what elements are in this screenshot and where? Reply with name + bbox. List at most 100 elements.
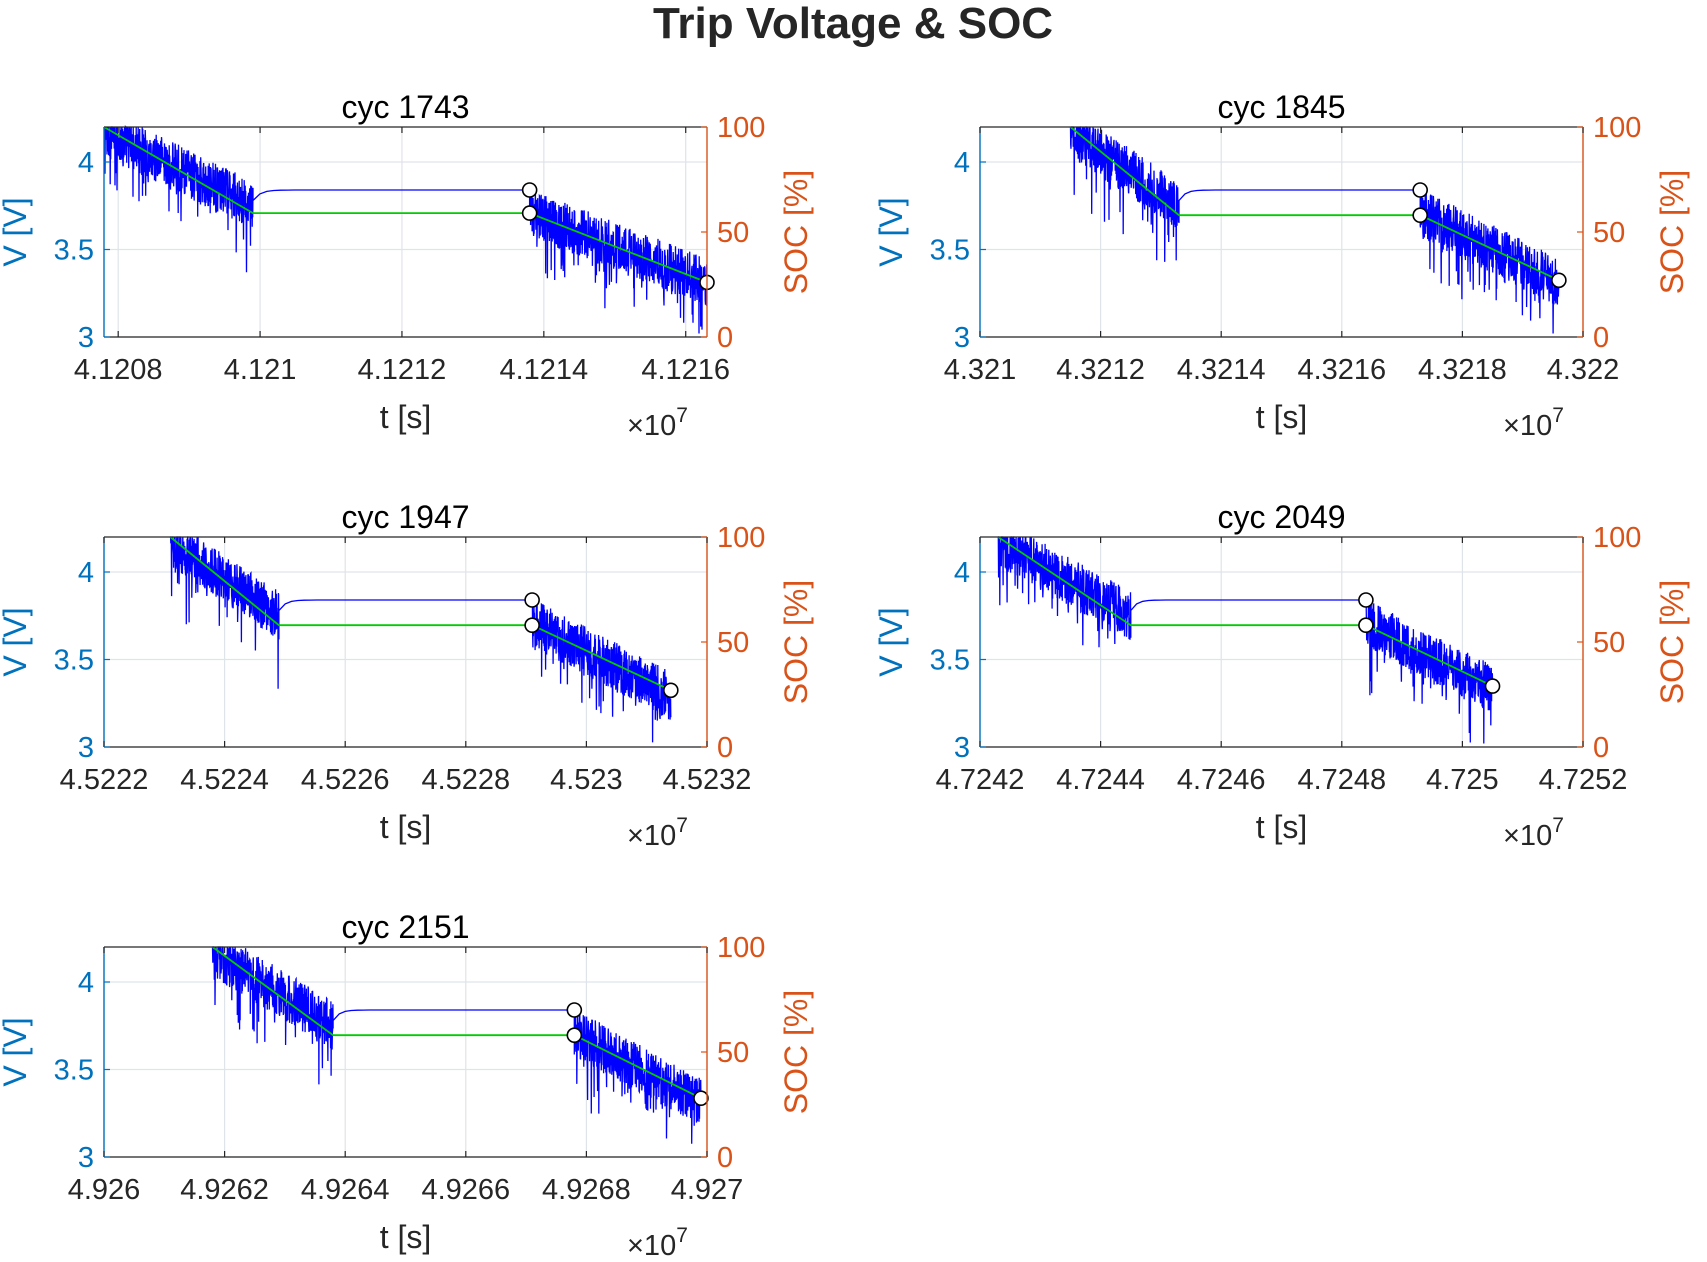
x-tick-label: 4.9266 [421, 1174, 510, 1206]
y-right-axis-label: SOC [%] [778, 170, 814, 294]
y-right-tick-label: 50 [1593, 627, 1625, 659]
y-right-axis-label: SOC [%] [1654, 580, 1690, 704]
y-left-tick-label: 3.5 [930, 645, 970, 677]
subplot-2: 4.321 4.3212 4.3214 4.3216 4.3218 4.322 3 3.5 4 0… [873, 89, 1690, 442]
y-right-axis-label: SOC [%] [1654, 170, 1690, 294]
x-tick-label: 4.926 [68, 1174, 141, 1206]
x-axis-label: t [s] [380, 1219, 432, 1255]
x-tick-label: 4.9268 [542, 1174, 631, 1206]
marker-point [1484, 678, 1501, 694]
y-left-tick-label: 4 [954, 147, 970, 179]
x-tick-label: 4.725 [1426, 764, 1499, 796]
x-tick-label: 4.523 [550, 764, 623, 796]
figure-title: Trip Voltage & SOC [653, 0, 1053, 48]
y-right-axis-label: SOC [%] [778, 580, 814, 704]
x-tick-label: 4.1208 [74, 354, 163, 386]
marker-point [521, 182, 538, 198]
y-left-tick-label: 3 [78, 1142, 94, 1174]
y-right-tick-label: 50 [1593, 217, 1625, 249]
marker-point [524, 617, 540, 634]
x-tick-label: 4.5228 [421, 764, 510, 796]
y-left-tick-label: 3.5 [54, 645, 94, 677]
x-axis-label: t [s] [1256, 809, 1308, 845]
subplot-3: 4.5222 4.5224 4.5226 4.5228 4.523 4.5232 3 3.5 4… [0, 499, 814, 852]
marker-point [1412, 207, 1428, 223]
marker-point [1551, 272, 1567, 289]
marker-point [521, 205, 538, 221]
y-left-axis-label: V [V] [0, 1017, 33, 1086]
soc-series [211, 946, 702, 1100]
x-tick-label: 4.3216 [1297, 354, 1386, 386]
subplot-title: cyc 1947 [341, 499, 469, 535]
x-tick-label: 4.1212 [358, 354, 447, 386]
x-exponent-label: ×107 [627, 1224, 688, 1262]
y-left-tick-label: 3 [954, 322, 970, 354]
y-left-tick-label: 3.5 [54, 1055, 94, 1087]
x-tick-label: 4.927 [671, 1174, 744, 1206]
y-left-tick-label: 4 [78, 147, 94, 179]
subplot-1: 4.1208 4.121 4.1212 4.1214 4.1216 3 3.5 4 0 50 100… [0, 89, 814, 442]
x-tick-label: 4.9264 [301, 1174, 390, 1206]
x-tick-label: 4.5232 [663, 764, 752, 796]
x-tick-label: 4.5226 [301, 764, 390, 796]
y-left-axis-label: V [V] [873, 607, 909, 676]
x-axis-label: t [s] [1256, 399, 1308, 435]
x-tick-label: 4.321 [944, 354, 1017, 386]
y-left-tick-label: 3.5 [930, 235, 970, 267]
soc-series [997, 536, 1493, 687]
x-tick-label: 4.9262 [180, 1174, 269, 1206]
y-right-tick-label: 100 [1593, 112, 1641, 144]
x-tick-label: 4.1216 [641, 354, 730, 386]
x-axis-label: t [s] [380, 809, 432, 845]
y-right-tick-label: 50 [717, 1037, 749, 1069]
y-left-tick-label: 3.5 [54, 235, 94, 267]
x-exponent-label: ×107 [627, 404, 688, 442]
y-right-tick-label: 50 [717, 627, 749, 659]
x-exponent-label: ×107 [627, 814, 688, 852]
soc-series [103, 126, 708, 284]
y-right-tick-label: 100 [717, 932, 765, 964]
marker-point [663, 682, 679, 699]
y-right-tick-label: 0 [717, 322, 733, 354]
y-left-tick-label: 3 [78, 322, 94, 354]
y-left-tick-label: 4 [954, 557, 970, 589]
y-right-tick-label: 0 [1593, 732, 1609, 764]
y-right-tick-label: 0 [717, 1142, 733, 1174]
marker-point [524, 592, 540, 608]
y-right-tick-label: 100 [717, 522, 765, 554]
x-exponent-label: ×107 [1503, 814, 1564, 852]
x-tick-label: 4.3214 [1177, 354, 1266, 386]
y-left-tick-label: 3 [954, 732, 970, 764]
y-left-tick-label: 3 [78, 732, 94, 764]
x-exponent-label: ×107 [1503, 404, 1564, 442]
soc-series [169, 536, 672, 692]
subplot-title: cyc 1743 [341, 89, 469, 125]
x-tick-label: 4.7242 [936, 764, 1025, 796]
y-right-tick-label: 100 [717, 112, 765, 144]
subplot-title: cyc 2151 [341, 909, 469, 945]
y-right-tick-label: 0 [1593, 322, 1609, 354]
x-tick-label: 4.1214 [499, 354, 588, 386]
x-tick-label: 4.322 [1547, 354, 1620, 386]
subplot-grid: 4.1208 4.121 4.1212 4.1214 4.1216 3 3.5 4 0 50 100… [0, 89, 1690, 1262]
y-right-axis-label: SOC [%] [778, 990, 814, 1114]
x-tick-label: 4.7244 [1056, 764, 1145, 796]
x-tick-label: 4.3212 [1056, 354, 1145, 386]
y-right-tick-label: 50 [717, 217, 749, 249]
subplot-5: 4.926 4.9262 4.9264 4.9266 4.9268 4.927 3 3.5 4 0… [0, 909, 814, 1262]
x-tick-label: 4.121 [224, 354, 297, 386]
x-tick-label: 4.7246 [1177, 764, 1266, 796]
x-tick-label: 4.7252 [1539, 764, 1628, 796]
marker-point [566, 1002, 583, 1018]
x-tick-label: 4.3218 [1418, 354, 1507, 386]
voltage-series [997, 536, 1494, 744]
x-axis-label: t [s] [380, 399, 432, 435]
subplot-title: cyc 1845 [1217, 89, 1345, 125]
voltage-series [211, 946, 702, 1144]
marker-point [1358, 617, 1374, 634]
x-tick-label: 4.7248 [1297, 764, 1386, 796]
marker-point [566, 1027, 583, 1043]
y-left-axis-label: V [V] [873, 197, 909, 266]
soc-series [1069, 126, 1560, 282]
